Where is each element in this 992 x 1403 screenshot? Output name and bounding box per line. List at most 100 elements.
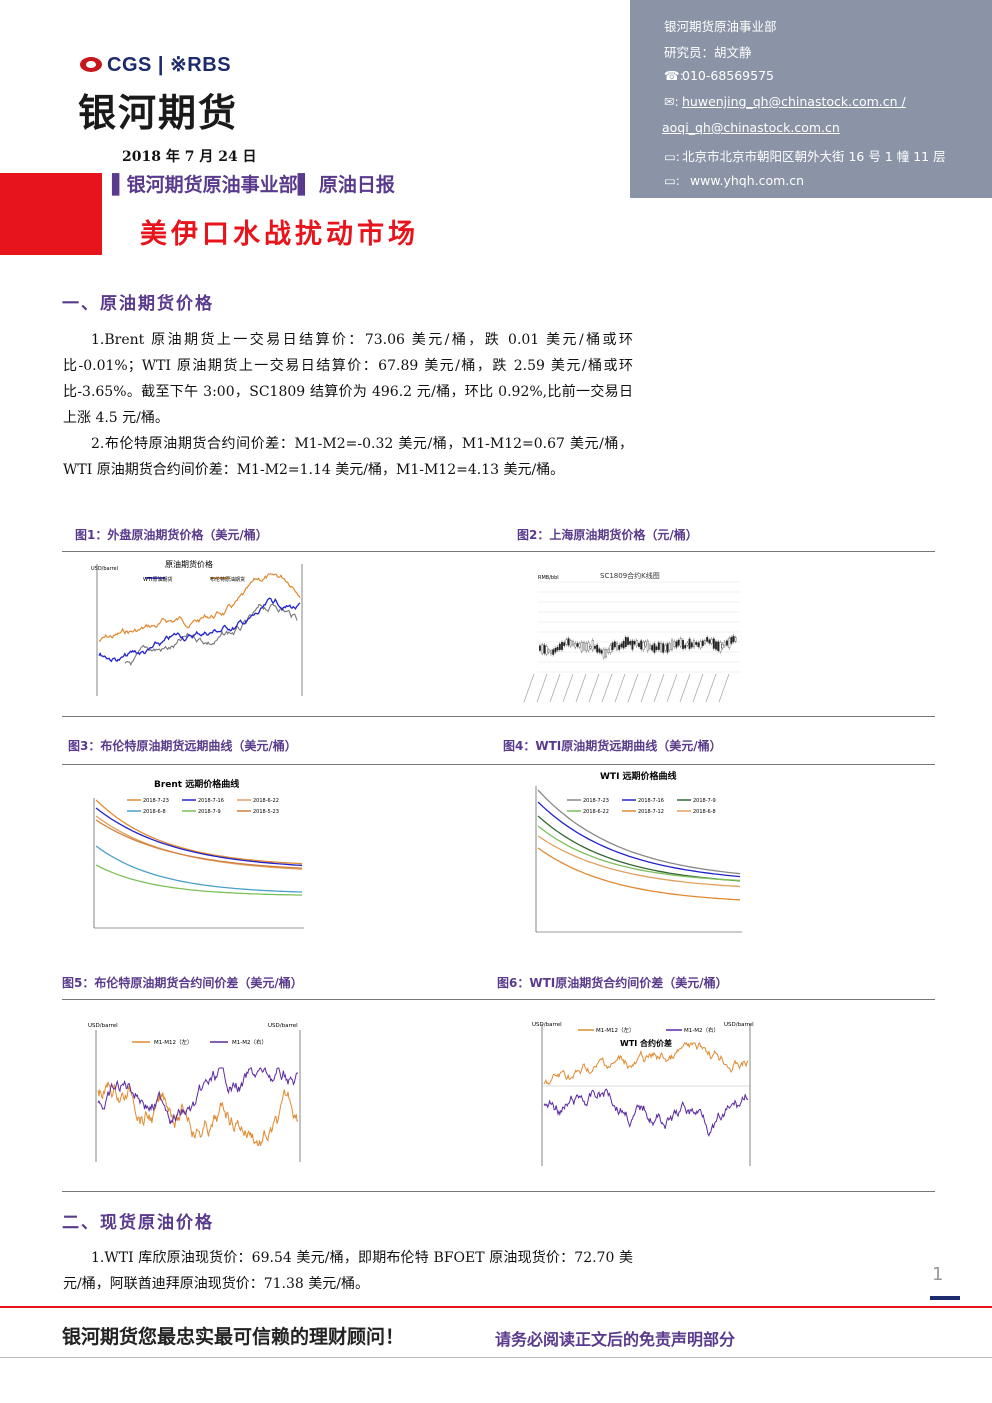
computer-icon: ▭: — [664, 173, 681, 188]
info-phone-row: ☎:010-68569575 — [664, 68, 774, 83]
f3-lines-curve — [95, 864, 303, 896]
f4-legend-label: 2018-6-8 — [693, 809, 716, 815]
fig2-candle-body — [541, 644, 544, 654]
section1-title: 一、原油期货价格 — [62, 294, 214, 314]
fig2-candle-body — [569, 640, 572, 647]
fig1-series-gray — [124, 603, 298, 666]
fig2-candle-body — [673, 641, 676, 647]
f3-lines-curve — [95, 799, 303, 865]
figure-row1-rule — [62, 551, 935, 552]
f4-legend-label: 2018-6-22 — [583, 809, 609, 815]
f3-legend-label: 2018-6-22 — [253, 798, 279, 804]
fig2-candle-body — [640, 640, 643, 650]
f4-lines-curve — [537, 815, 741, 882]
fig2-candle-body — [594, 645, 596, 649]
fig2-x-tick-label — [627, 673, 639, 703]
section1-paragraph-1: 1.Brent 原油期货上一交易日结算价：73.06 美元/桶，跌 0.01 美… — [63, 332, 633, 426]
fig2-candle-body — [690, 642, 693, 648]
fig4-caption: 图4：WTI原油期货远期曲线（美元/桶） — [503, 739, 722, 753]
fig2-x-tick-label — [640, 673, 652, 703]
fig6-svg: USD/barrel USD/barrel M1-M12（左） M1-M2（右）… — [532, 1022, 754, 1166]
info-dept: 银河期货原油事业部 — [664, 19, 777, 34]
fig2-candle-body — [701, 640, 704, 646]
info-web-row: ▭: www.yhqh.com.cn — [664, 173, 804, 188]
fig2-x-tick-label — [601, 673, 613, 703]
fig2-x-tick-label — [523, 673, 535, 703]
red-accent-block — [0, 173, 102, 255]
fig2-gridlines — [538, 581, 740, 673]
fig2-candle-body — [543, 644, 546, 654]
fig3-title: Brent 远期价格曲线 — [154, 778, 239, 790]
fig6-legend-m12: M1-M12（左） — [596, 1026, 634, 1034]
fig2-candle-body — [638, 643, 640, 647]
fig2-candle-body — [545, 646, 548, 655]
fig2-candle-body — [627, 637, 629, 645]
report-date: 2018 年 7 月 24 日 — [122, 149, 257, 165]
info-email-1[interactable]: huwenjing_qh@chinastock.com.cn / — [682, 94, 906, 109]
fig2-candle-body — [578, 643, 581, 648]
fig2-candle-body — [721, 644, 724, 649]
fig4-title: WTI 远期价格曲线 — [600, 770, 677, 782]
fig4-legend: 2018-7-23 2018-7-16 2018-7-9 2018-6-22 2018-… — [567, 798, 716, 815]
fig2-x-tick-label — [718, 673, 730, 703]
fig2-candle-body — [704, 640, 706, 644]
fig2-candle-body — [563, 642, 566, 646]
fig2-candle-body — [651, 645, 654, 651]
fig2-candle-body — [607, 649, 610, 653]
f4-lines-curve — [537, 801, 741, 878]
brand-logo: CGS | ※RBS — [80, 52, 231, 77]
fig2-candle-body — [624, 637, 627, 647]
fig2-x-tick-label — [705, 673, 717, 703]
f3-lines-curve — [95, 819, 303, 869]
fig2-candle-body — [600, 650, 603, 654]
section2-title: 二、现货原油价格 — [62, 1213, 214, 1233]
fig1-legend-wti: WTI原油期货 — [143, 576, 172, 583]
section1-paragraph-2: 2.布伦特原油期货合约间价差：M1-M2=-0.32 美元/桶，M1-M12=0… — [63, 436, 633, 478]
fig2-candle-body — [539, 645, 541, 651]
fig2-x-tick-label — [692, 673, 704, 703]
fig2-candle-body — [552, 649, 555, 655]
figure-row3-bottom-rule — [62, 1191, 935, 1192]
fig3-svg: Brent 远期价格曲线 2018-7-23 2018-7-16 2018-6-22… — [93, 778, 304, 929]
fig2-candle-body — [653, 643, 656, 653]
fig5-ylabel-right: USD/barrel — [268, 1023, 298, 1029]
fig2-candle-body — [547, 649, 550, 653]
info-email-2[interactable]: aoqi_qh@chinastock.com.cn — [662, 120, 840, 135]
fig2-candle-body — [664, 645, 667, 651]
footer-red-line — [0, 1306, 992, 1308]
fig2-candle-body — [728, 637, 731, 648]
section2-body: 1.WTI 库欣原油现货价：69.54 美元/桶，即期布伦特 BFOET 原油现… — [63, 1245, 633, 1297]
info-website[interactable]: www.yhqh.com.cn — [689, 173, 805, 188]
f4-legend-label: 2018-7-9 — [693, 798, 716, 804]
fig2-candle-body — [649, 644, 651, 649]
fig2-candle-body — [662, 643, 665, 653]
fig2-candle-body — [550, 650, 552, 654]
fig2-x-tick-label — [536, 673, 548, 703]
email-icon: ✉: — [664, 94, 679, 109]
fig4-chart: WTI 远期价格曲线 2018-7-23 2018-7-16 2018-7-9 201… — [522, 766, 747, 944]
fig2-candle-body — [565, 639, 568, 645]
info-analyst: 研究员：胡文静 — [664, 45, 752, 60]
f4-legend-label: 2018-7-16 — [638, 798, 664, 804]
footer-disclaimer[interactable]: 请务必阅读正文后的免责声明部分 — [495, 1330, 736, 1349]
fig2-candle-body — [642, 642, 645, 650]
fig6-ylabel-left: USD/barrel — [532, 1022, 562, 1028]
page-number: 1 — [932, 1264, 944, 1285]
fig2-candle-body — [574, 643, 577, 648]
fig2-candle-body — [717, 641, 720, 651]
fig2-candle-body — [572, 641, 574, 646]
fig2-candle-body — [719, 642, 722, 652]
fig2-x-tick-label — [679, 673, 691, 703]
fig2-x-tick-label — [588, 673, 600, 703]
fig2-candle-body — [688, 638, 691, 649]
fig2-candle-body — [730, 637, 733, 644]
fig2-candle-body — [710, 639, 713, 644]
fig2-candle-body — [723, 641, 726, 646]
fig6-series-m1-m2 — [543, 1088, 749, 1138]
fig2-candle-body — [699, 641, 702, 649]
fig2-candle-body — [585, 642, 588, 652]
phone-icon: ☎: — [664, 68, 684, 83]
fig6-legend-m2: M1-M2（右） — [684, 1026, 719, 1034]
fig3-curves — [95, 799, 303, 896]
info-address: 北京市北京市朝阳区朝外大街 16 号 1 幢 11 层 — [682, 149, 946, 164]
